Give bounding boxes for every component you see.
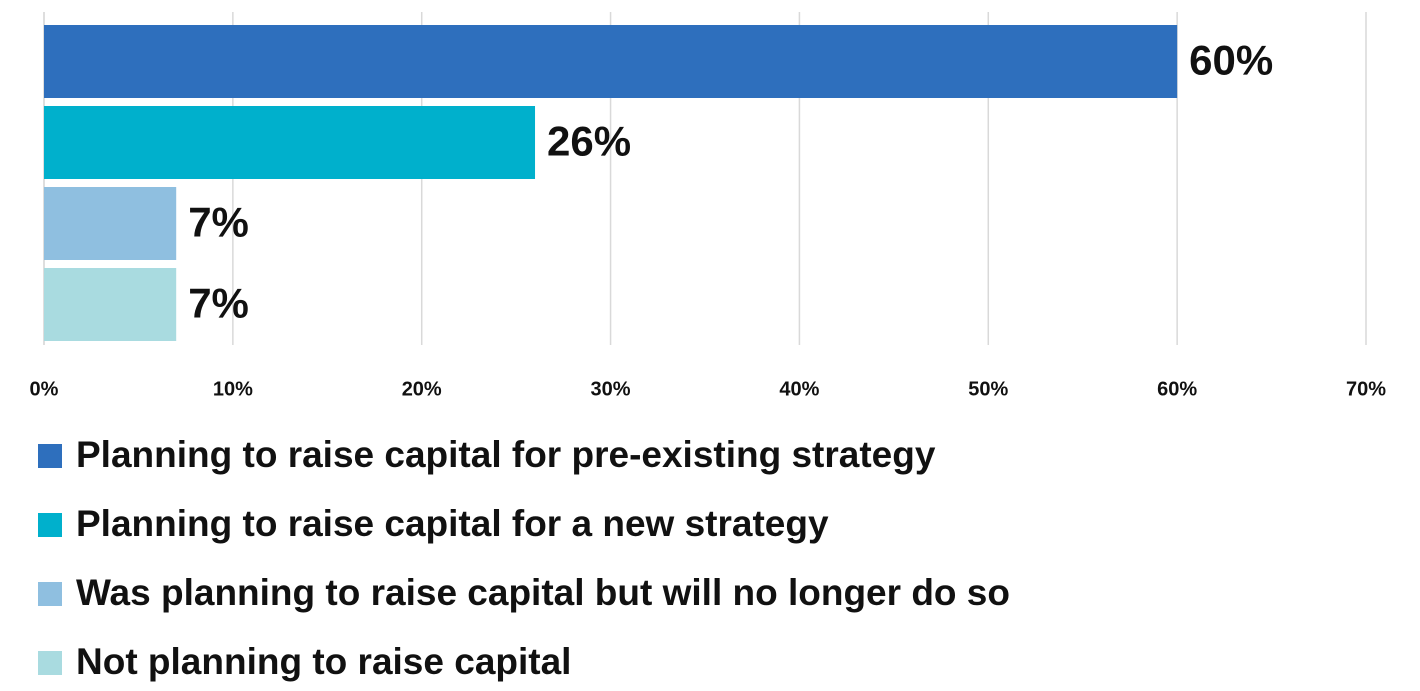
legend-label: Planning to raise capital for pre-existi… [76, 434, 936, 475]
x-tick-label: 0% [30, 378, 59, 400]
legend-swatch [38, 444, 62, 468]
legend-swatch [38, 513, 62, 537]
legend-label: Not planning to raise capital [76, 641, 571, 682]
legend-swatch [38, 582, 62, 606]
data-label: 7% [188, 199, 249, 246]
x-tick-label: 20% [402, 378, 442, 400]
x-tick-label: 30% [591, 378, 631, 400]
data-label: 26% [547, 118, 631, 165]
bar [44, 106, 536, 179]
x-tick-label: 70% [1346, 378, 1386, 400]
x-tick-label: 60% [1157, 378, 1197, 400]
bar [44, 268, 177, 341]
data-label: 7% [188, 280, 249, 327]
bar [44, 25, 1178, 98]
data-label: 60% [1189, 37, 1273, 84]
legend-label: Planning to raise capital for a new stra… [76, 503, 829, 544]
bar [44, 187, 177, 260]
legend-label: Was planning to raise capital but will n… [76, 572, 1010, 613]
x-tick-label: 40% [779, 378, 819, 400]
legend-swatch [38, 651, 62, 675]
x-tick-label: 50% [968, 378, 1008, 400]
x-tick-label: 10% [213, 378, 253, 400]
